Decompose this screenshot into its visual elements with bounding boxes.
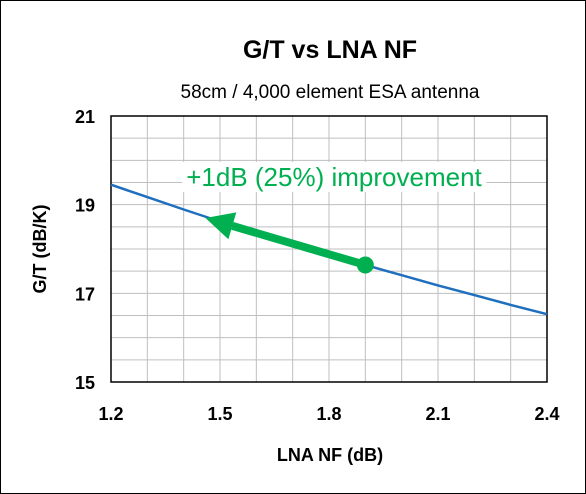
chart-subtitle: 58cm / 4,000 element ESA antenna — [181, 82, 480, 103]
x-tick-label: 1.8 — [316, 404, 341, 424]
annotation-text-background — [182, 162, 487, 192]
x-tick-label: 2.4 — [534, 404, 559, 424]
y-tick-label: 17 — [75, 284, 95, 304]
x-tick-label: 1.2 — [98, 404, 123, 424]
tick-labels: 1.2 1.5 1.8 2.1 2.4 15 17 19 21 — [75, 107, 560, 424]
annotation-layer — [205, 212, 374, 274]
x-tick-label: 2.1 — [425, 404, 450, 424]
x-tick-label: 1.5 — [207, 404, 232, 424]
grid-lines — [110, 115, 548, 383]
plot-border — [110, 115, 548, 383]
y-axis-label: G/T (dB/K) — [30, 205, 50, 294]
annotation-arrow-head — [205, 212, 237, 240]
chart-title: G/T vs LNA NF — [243, 36, 417, 64]
y-tick-label: 21 — [75, 107, 95, 127]
x-axis-label: LNA NF (dB) — [277, 445, 383, 465]
annotation-text: +1dB (25%) improvement — [186, 162, 482, 192]
y-tick-label: 19 — [75, 196, 95, 216]
y-tick-label: 15 — [75, 373, 95, 393]
annotation-arrow-shaft — [231, 222, 367, 269]
annotation-start-dot — [356, 256, 374, 274]
